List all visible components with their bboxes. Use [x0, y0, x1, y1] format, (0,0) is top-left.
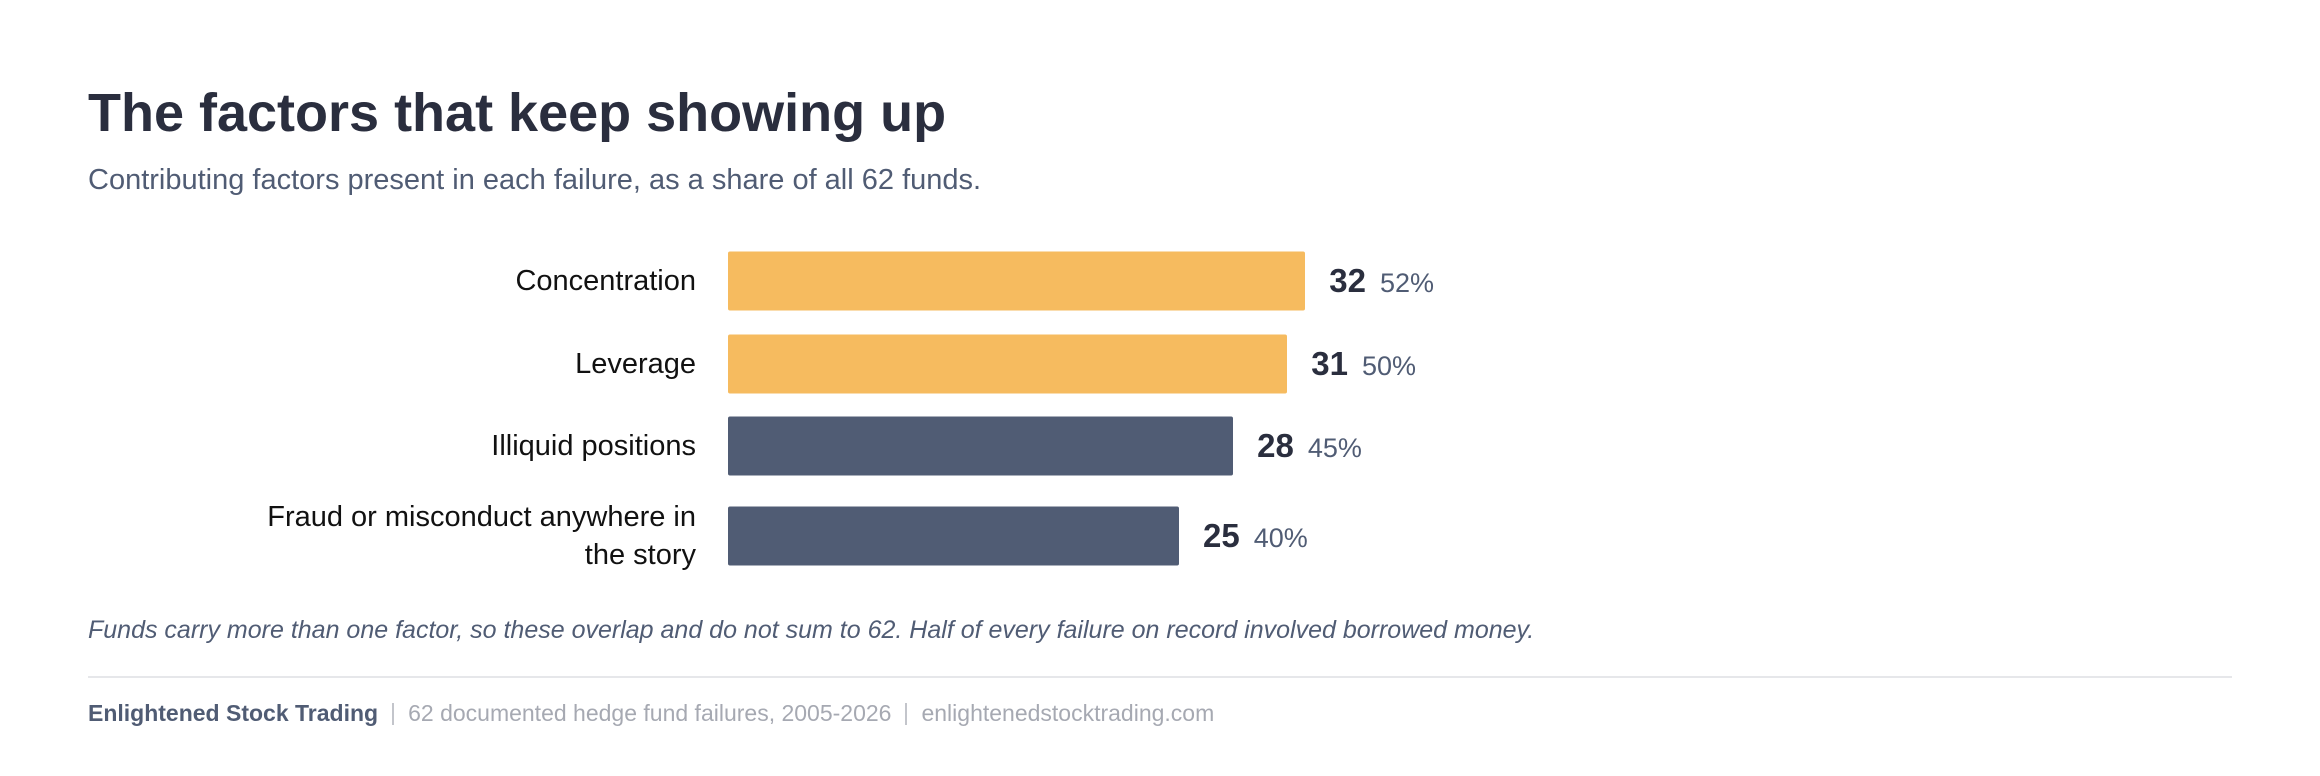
chart-note: Funds carry more than one factor, so the… [88, 616, 1535, 644]
footer-brand: Enlightened Stock Trading [88, 700, 379, 726]
value-label-group: 31 50% [1311, 345, 1416, 383]
value-label-group: 32 52% [1329, 262, 1434, 300]
bar [728, 506, 1179, 566]
category-label: Illiquid positions [491, 430, 696, 462]
footer: Enlightened Stock Trading 62 documented … [88, 700, 1214, 727]
bar [728, 416, 1234, 476]
share-label: 52% [1379, 268, 1435, 298]
value-label-group: 25 40% [1203, 517, 1308, 555]
chart-subtitle: Contributing factors present in each fai… [88, 164, 982, 196]
value-label: 25 [1203, 517, 1240, 554]
value-label: 28 [1257, 427, 1294, 464]
category-label: Concentration [515, 265, 696, 297]
footer-item: 62 documented hedge fund failures, 2005-… [408, 700, 892, 726]
footer-item: enlightenedstocktrading.com [921, 700, 1215, 726]
bar [728, 334, 1288, 394]
category-label: Leverage [575, 348, 696, 380]
value-label-group: 28 45% [1257, 427, 1362, 465]
separator [392, 702, 395, 725]
divider [88, 676, 2232, 678]
value-label: 32 [1329, 262, 1366, 299]
bar [728, 251, 1306, 311]
share-label: 50% [1361, 351, 1416, 381]
separator [905, 702, 908, 725]
share-label: 40% [1253, 523, 1308, 553]
category-label: Fraud or misconduct anywhere in the stor… [267, 501, 696, 571]
share-label: 45% [1307, 433, 1362, 463]
chart-title: The factors that keep showing up [88, 83, 947, 143]
value-label: 31 [1311, 345, 1348, 382]
